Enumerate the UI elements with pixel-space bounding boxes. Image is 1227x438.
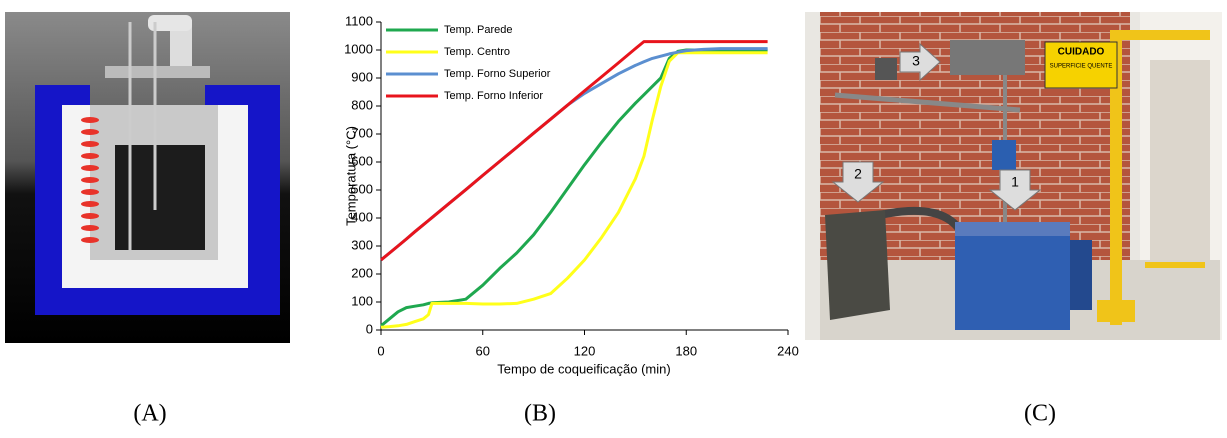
panel-label: (B) xyxy=(524,401,556,427)
furnace-render xyxy=(5,12,290,343)
y-tick-label: 800 xyxy=(351,97,373,112)
x-axis-title: Tempo de coqueificação (min) xyxy=(497,361,670,376)
y-tick-label: 0 xyxy=(366,321,373,336)
series-line xyxy=(380,40,768,262)
x-tick-label: 180 xyxy=(675,343,697,358)
lab-photo: CUIDADO SUPERFICIE QUENTE 1 2 3 xyxy=(805,12,1222,340)
series-line xyxy=(380,48,768,327)
x-tick-label: 0 xyxy=(377,343,384,358)
line-chart: Tempo de coqueificação (min) Temperatura… xyxy=(343,13,798,376)
legend-label: Temp. Forno Superior xyxy=(444,68,551,80)
callout: 2 xyxy=(854,166,862,182)
y-tick-label: 400 xyxy=(351,209,373,224)
y-tick-label: 600 xyxy=(351,153,373,168)
callout: 3 xyxy=(912,53,920,69)
panel-label: (A) xyxy=(133,401,166,427)
y-tick-label: 900 xyxy=(351,69,373,84)
sign-title: CUIDADO xyxy=(1058,47,1105,58)
legend-label: Temp. Forno Inferior xyxy=(444,90,543,102)
x-tick-label: 60 xyxy=(476,343,490,358)
legend-label: Temp. Parede xyxy=(444,24,512,36)
y-tick-label: 500 xyxy=(351,181,373,196)
panel-label: (C) xyxy=(1024,401,1056,427)
y-tick-label: 200 xyxy=(351,265,373,280)
legend-label: Temp. Centro xyxy=(444,46,510,58)
y-tick-label: 300 xyxy=(351,237,373,252)
y-axis-title: Temperatura (°C) xyxy=(343,126,358,226)
x-tick-label: 120 xyxy=(574,343,596,358)
x-tick-label: 240 xyxy=(777,343,799,358)
y-tick-label: 700 xyxy=(351,125,373,140)
y-tick-label: 1000 xyxy=(344,41,373,56)
y-tick-label: 1100 xyxy=(345,13,373,28)
series-line xyxy=(380,47,768,262)
series-line xyxy=(380,51,768,329)
sign-text: SUPERFICIE QUENTE xyxy=(1050,64,1113,70)
callout: 1 xyxy=(1011,174,1019,190)
y-tick-label: 100 xyxy=(351,293,373,308)
